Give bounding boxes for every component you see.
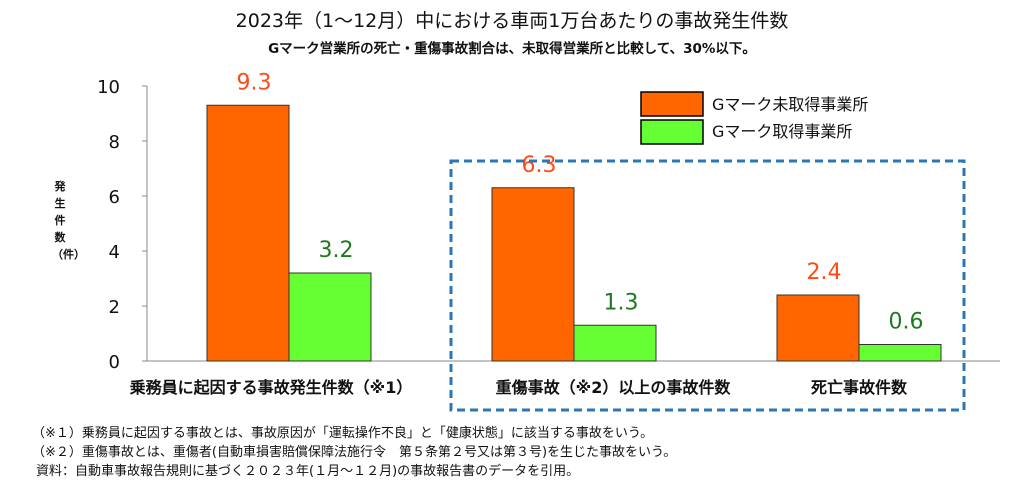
bar-untaken-1 (491, 187, 575, 362)
footnote-1: （※１）乗務員に起因する事故とは、事故原因が「運転操作不良」と「健康状態」に該当… (32, 426, 654, 441)
y-tick-label: 0 (109, 352, 120, 373)
footnote-2: （※２）重傷事故とは、重傷者(自動車損害賠償保障法施行令 第５条第２号又は第３号… (32, 445, 677, 460)
category-label: 死亡事故件数 (811, 378, 908, 397)
category-label: 乗務員に起因する事故発生件数（※1） (130, 378, 413, 397)
data-label: 9.3 (237, 70, 272, 95)
bar-untaken-2 (776, 294, 860, 362)
data-label: 2.4 (807, 260, 842, 285)
category-label: 重傷事故（※2）以上の事故件数 (496, 378, 732, 397)
bar-taken-0 (288, 272, 372, 362)
source-note: 資料：自動車事故報告規則に基づく２０２３年(１月〜１２月)の事故報告書のデータを… (36, 464, 580, 479)
bar-taken-1 (573, 324, 657, 362)
y-tick-label: 2 (109, 297, 120, 318)
bar-untaken-0 (206, 104, 290, 362)
bar-taken-2 (858, 344, 942, 362)
legend: Gマーク未取得事業所 Gマーク取得事業所 (640, 91, 868, 145)
data-label: 6.3 (522, 153, 557, 178)
legend-label-untaken: Gマーク未取得事業所 (712, 95, 868, 114)
legend-label-taken: Gマーク取得事業所 (712, 122, 852, 141)
y-axis-label: 発生件数（件） (52, 180, 85, 261)
legend-swatch-taken (640, 119, 704, 145)
bar-chart: 0 2 4 6 8 10 9.3 6.3 2.4 3.2 1.3 0.6 乗務員に起因する事故発生件… (97, 70, 1000, 412)
y-tick-label: 6 (109, 187, 120, 208)
highlight-box (449, 159, 966, 412)
chart-subtitle: Gマーク営業所の死亡・重傷事故割合は、未取得営業所と比較して、30%以下。 (268, 41, 756, 57)
chart-title: 2023年（1〜12月）中における車両1万台あたりの事故発生件数 (235, 10, 789, 32)
y-tick-label: 10 (97, 77, 120, 98)
y-tick-label: 8 (109, 132, 120, 153)
legend-swatch-untaken (640, 91, 704, 117)
data-label: 3.2 (319, 238, 354, 263)
data-label: 1.3 (604, 290, 639, 315)
data-label: 0.6 (889, 310, 924, 335)
y-tick-label: 4 (109, 242, 120, 263)
footnotes: （※１）乗務員に起因する事故とは、事故原因が「運転操作不良」と「健康状態」に該当… (32, 424, 676, 481)
